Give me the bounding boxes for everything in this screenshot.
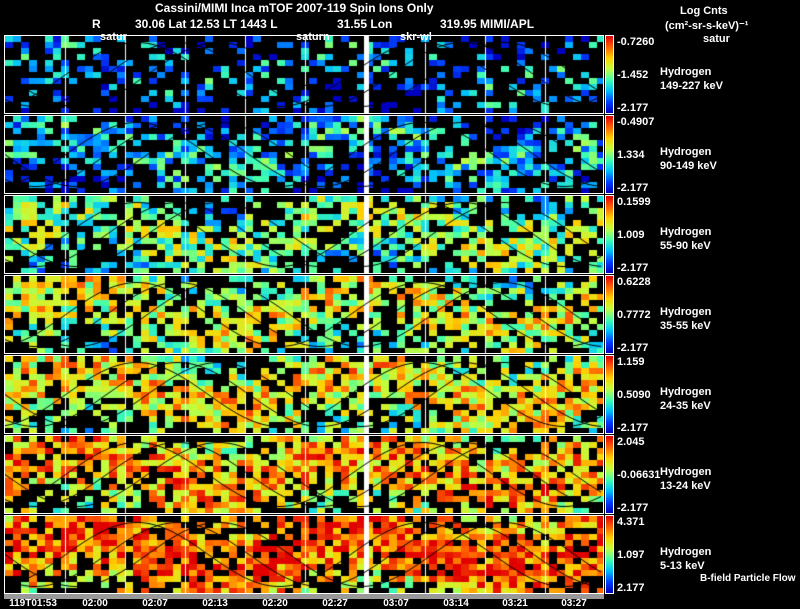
heatmap-cells — [5, 276, 603, 353]
colorbar-min-label: -2.177 — [617, 102, 649, 114]
heatmap-cells — [5, 116, 603, 193]
x-tick-label: 02:07 — [142, 598, 168, 609]
colorbar — [605, 115, 614, 194]
colorbar-min-label: -2.177 — [617, 262, 649, 274]
colorbar — [605, 435, 614, 514]
spectrogram-panel-35-55-keV — [4, 275, 604, 354]
species-label: Hydrogen — [660, 226, 712, 238]
colorbar-max-label: -0.7260 — [617, 36, 655, 48]
colorbar-min-label: -2.177 — [617, 422, 649, 434]
colorbar-min-label: -2.177 — [617, 182, 649, 194]
energy-range-label: 13-24 keV — [660, 480, 711, 492]
colorbar-title: Log Cnts — [680, 5, 728, 17]
species-label: Hydrogen — [660, 66, 712, 78]
panel-label: Hydrogen 90-149 keV — [660, 145, 717, 173]
species-label: Hydrogen — [660, 146, 712, 158]
energy-range-label: 5-13 keV — [660, 560, 705, 572]
subtitle-end: 319.95 MIMI/APL — [440, 17, 535, 31]
x-tick-label: 03:14 — [443, 598, 469, 609]
colorbar-mid-label: -0.06631 — [617, 469, 661, 481]
colorbar-max-label: 0.6228 — [617, 276, 651, 288]
colorbar — [605, 515, 614, 594]
x-tick-label: 03:07 — [383, 598, 409, 609]
colorbar — [605, 275, 614, 354]
x-tick-label: 02:20 — [262, 598, 288, 609]
species-label: Hydrogen — [660, 306, 712, 318]
x-tick-label: 119T01:53 — [9, 598, 57, 609]
species-label: Hydrogen — [660, 546, 712, 558]
marker-skr-wl: skr-wl — [400, 31, 432, 43]
spectrogram-panel-55-90-keV — [4, 195, 604, 274]
spectrogram-panel-5-13-keV — [4, 515, 604, 594]
subtitle-r: R — [92, 17, 101, 31]
colorbar-mid-label: 0.5090 — [617, 389, 651, 401]
heatmap-cells — [5, 436, 603, 513]
colorbar-max-label: 0.1599 — [617, 196, 651, 208]
colorbar-mid-label: 1.097 — [617, 549, 645, 561]
panel-label: Hydrogen 35-55 keV — [660, 305, 711, 333]
x-tick-label: 03:27 — [561, 598, 587, 609]
heatmap-cells — [5, 516, 603, 593]
marker-satur: satur — [703, 33, 730, 45]
x-tick-label: 03:21 — [502, 598, 528, 609]
colorbar-mid-label: 1.334 — [617, 149, 645, 161]
energy-range-label: 24-35 keV — [660, 400, 711, 412]
colorbar-min-label: 2.177 — [617, 582, 645, 594]
x-tick-label: 02:00 — [82, 598, 108, 609]
colorbar-max-label: -0.4907 — [617, 116, 655, 128]
spectrogram-panel-13-24-keV — [4, 435, 604, 514]
panel-label: Hydrogen 5-13 keV — [660, 545, 711, 573]
colorbar-mid-label: 0.7772 — [617, 309, 651, 321]
panel-label: Hydrogen 149-227 keV — [660, 65, 723, 93]
colorbar — [605, 195, 614, 274]
time-axis-bar — [4, 594, 604, 599]
spectrogram-panel-24-35-keV — [4, 355, 604, 434]
energy-range-label: 90-149 keV — [660, 160, 717, 172]
heatmap-cells — [5, 356, 603, 433]
marker-satur-left: satur — [100, 31, 127, 43]
colorbar — [605, 35, 614, 114]
spectrogram-panel-90-149-keV — [4, 115, 604, 194]
plot-title: Cassini/MIMI Inca mTOF 2007-119 Spin Ion… — [155, 1, 434, 15]
subtitle-lon: 31.55 Lon — [337, 17, 393, 31]
spectrogram-panel-149-227-keV — [4, 35, 604, 114]
colorbar-units: (cm²-sr-s-keV)⁻¹ — [665, 20, 749, 32]
species-label: Hydrogen — [660, 386, 712, 398]
x-tick-label: 02:27 — [322, 598, 348, 609]
colorbar-mid-label: 1.009 — [617, 229, 645, 241]
colorbar-max-label: 4.371 — [617, 516, 645, 528]
marker-saturn: saturn — [296, 31, 330, 43]
energy-range-label: 55-90 keV — [660, 240, 711, 252]
colorbar-mid-label: -1.452 — [617, 69, 649, 81]
footer-note: B-field Particle Flow — [700, 573, 796, 584]
species-label: Hydrogen — [660, 466, 712, 478]
colorbar-max-label: 2.045 — [617, 436, 645, 448]
panel-label: Hydrogen 55-90 keV — [660, 225, 711, 253]
energy-range-label: 35-55 keV — [660, 320, 711, 332]
x-tick-label: 02:13 — [202, 598, 228, 609]
panel-label: Hydrogen 24-35 keV — [660, 385, 711, 413]
panel-label: Hydrogen 13-24 keV — [660, 465, 711, 493]
colorbar-min-label: -2.177 — [617, 342, 649, 354]
colorbar-min-label: -2.177 — [617, 502, 649, 514]
energy-range-label: 149-227 keV — [660, 80, 723, 92]
colorbar-max-label: 1.159 — [617, 356, 645, 368]
colorbar — [605, 355, 614, 434]
heatmap-cells — [5, 196, 603, 273]
heatmap-cells — [5, 36, 603, 113]
subtitle-position: 30.06 Lat 12.53 LT 1443 L — [135, 17, 278, 31]
